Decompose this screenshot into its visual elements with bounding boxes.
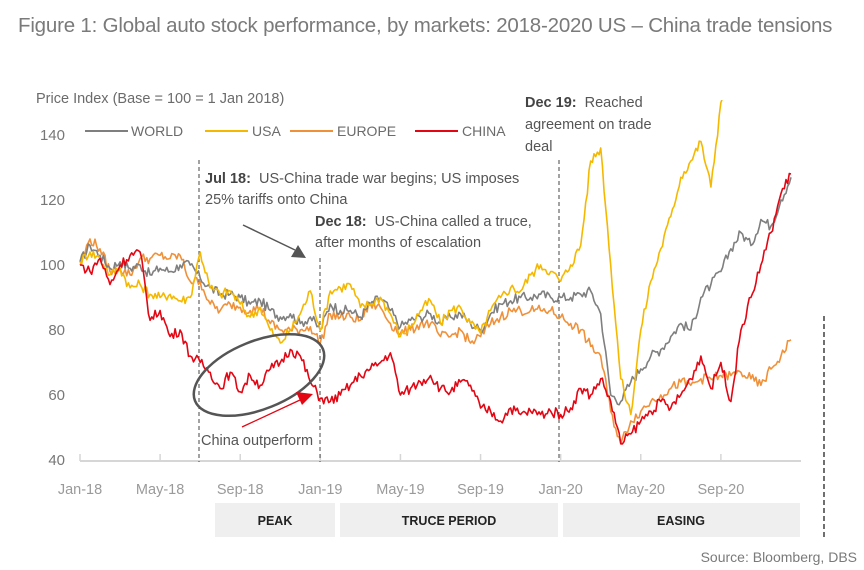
legend-label-europe: EUROPE (337, 123, 396, 139)
series-line-world (79, 177, 792, 406)
svg-text:Dec 18: US-China called: Dec 18: US-China called a truce, (315, 214, 532, 230)
legend-label-usa: USA (252, 123, 281, 139)
y-tick-label: 60 (48, 387, 65, 404)
china-arrow-shaft (241, 399, 301, 428)
legend: WORLD USA EUROPE CHINA (85, 123, 506, 139)
annotation-china-outperform: China outperform (201, 433, 313, 449)
china-outperform-arrow (241, 392, 313, 428)
y-tick-label: 100 (40, 257, 65, 274)
x-tick-label: Sep-18 (217, 482, 264, 498)
x-tick-label: May-18 (136, 482, 184, 498)
highlight-ellipse (192, 332, 326, 418)
y-tick-label: 120 (40, 192, 65, 209)
x-tick-label: Jan-19 (298, 482, 342, 498)
annotation-dec18: Dec 18: US-China called a truce, after m… (315, 214, 532, 251)
y-ticks: 40 60 80 100 120 140 (40, 127, 65, 469)
period-truce-label: TRUCE PERIOD (402, 514, 496, 528)
legend-label-world: WORLD (131, 123, 183, 139)
svg-text:Dec 19: Reached: Dec 19: Reached (525, 95, 643, 111)
y-tick-label: 40 (48, 452, 65, 469)
annotation-jul18-line2: 25% tariffs onto China (205, 192, 348, 208)
period-easing-box (563, 503, 800, 537)
period-bar: PEAK TRUCE PERIOD EASING (215, 503, 800, 537)
x-tick-label: Jan-18 (58, 482, 102, 498)
annotation-dec19-line3: deal (525, 139, 552, 155)
x-tick-label: Jan-20 (538, 482, 582, 498)
dec18-arrow-shaft (242, 224, 296, 251)
y-tick-label: 80 (48, 322, 65, 339)
svg-text:Jul 18: US-China trade w: Jul 18: US-China trade war begins; US im… (205, 171, 519, 187)
china-arrow-head (296, 392, 313, 405)
x-tick-label: May-20 (617, 482, 665, 498)
period-peak-label: PEAK (258, 514, 293, 528)
x-tick-label: Sep-20 (698, 482, 745, 498)
series-group (79, 100, 792, 445)
series-line-europe (79, 238, 792, 445)
annotation-dec19: Dec 19: Reached agreement on trade deal (525, 95, 652, 155)
figure-title: Figure 1: Global auto stock performance,… (18, 14, 833, 37)
y-tick-label: 140 (40, 127, 65, 144)
annotation-jul18-date: Jul 18: (205, 171, 251, 187)
x-ticks: Jan-18 May-18 Sep-18 Jan-19 May-19 Sep-19 Jan-… (58, 454, 744, 498)
x-tick-label: May-19 (376, 482, 424, 498)
legend-label-china: CHINA (462, 123, 506, 139)
y-axis-label: Price Index (Base = 100 = 1 Jan 2018) (36, 91, 284, 107)
annotation-dec18-line2: after months of escalation (315, 235, 481, 251)
period-peak-box (215, 503, 335, 537)
annotation-dec19-line2: agreement on trade (525, 117, 652, 133)
annotation-dec18-date: Dec 18: (315, 214, 367, 230)
period-truce-box (340, 503, 558, 537)
dec18-arrow-head (291, 245, 306, 258)
annotation-jul18: Jul 18: US-China trade war begins; US im… (205, 171, 519, 208)
annotation-dec19-line1: Reached (585, 95, 643, 111)
dec18-arrow (242, 224, 306, 258)
series-line-china (79, 172, 792, 445)
series-line-usa (79, 100, 723, 416)
annotation-dec19-date: Dec 19: (525, 95, 577, 111)
annotation-jul18-line1: US-China trade war begins; US imposes (259, 171, 519, 187)
source-note: Source: Bloomberg, DBS (701, 549, 857, 565)
annotation-dec18-line1: US-China called a truce, (375, 214, 532, 230)
period-easing-label: EASING (657, 514, 705, 528)
x-tick-label: Sep-19 (457, 482, 504, 498)
